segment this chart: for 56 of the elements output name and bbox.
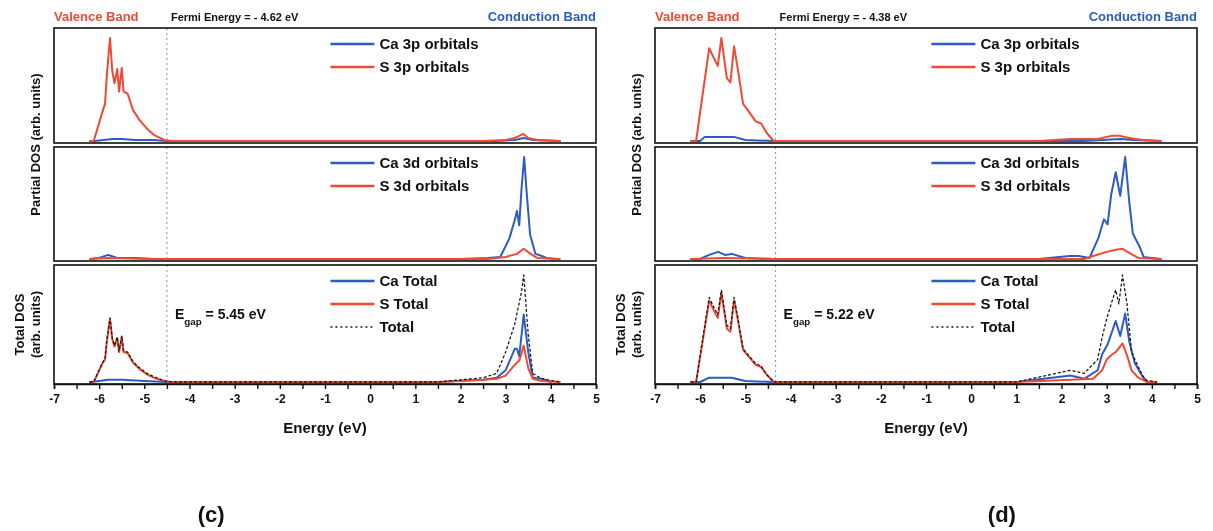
- text: (d): [987, 502, 1016, 527]
- x-tick-label: 0: [367, 391, 375, 406]
- x-tick-label: -2: [275, 391, 286, 406]
- annotation: E$_{gap}$ = 5.22 eV: [783, 305, 876, 327]
- ref-line-label: Fermi Energy = - 4.38 eV: [779, 11, 908, 23]
- x-axis-title: Energy (eV): [884, 419, 968, 436]
- x-tick-label: -4: [184, 391, 196, 406]
- x-tick-label: 3: [502, 391, 510, 406]
- x-tick-label: -5: [139, 391, 151, 406]
- y-axis-title: Partial DOS (arb. units): [629, 73, 644, 216]
- x-tick-label: 4: [1148, 391, 1156, 406]
- annotation: E$_{gap}$ = 5.45 eV: [174, 305, 267, 327]
- legend-label: Total: [379, 318, 415, 335]
- x-tick-label: -5: [740, 391, 752, 406]
- x-tick-label: 0: [968, 391, 976, 406]
- legend-label: S 3p orbitals: [379, 58, 470, 75]
- legend-label: S 3d orbitals: [980, 177, 1071, 194]
- x-tick-label: -3: [830, 391, 842, 406]
- legend-label: Ca 3d orbitals: [379, 154, 479, 171]
- x-tick-label: 2: [457, 391, 465, 406]
- y-axis-title: Total DOS (arb. units): [12, 290, 43, 359]
- text: Valence Band: [655, 9, 740, 24]
- legend-label: Ca Total: [379, 272, 438, 289]
- legend-label: S Total: [980, 295, 1030, 312]
- x-tick-label: -6: [695, 391, 707, 406]
- legend-label: Ca 3p orbitals: [379, 35, 479, 52]
- y-axis-title: Partial DOS (arb. units): [28, 73, 43, 216]
- legend-label: S Total: [379, 295, 429, 312]
- text: Conduction Band: [487, 9, 597, 24]
- x-tick-label: -7: [650, 391, 662, 406]
- y-axis-title: Total DOS (arb. units): [613, 290, 644, 359]
- x-tick-label: 5: [1194, 391, 1202, 406]
- x-tick-label: 3: [1103, 391, 1111, 406]
- x-tick-label: -3: [229, 391, 241, 406]
- x-tick-label: -2: [876, 391, 887, 406]
- x-tick-label: -6: [94, 391, 106, 406]
- ref-line-label: Fermi Energy = - 4.62 eV: [170, 11, 300, 23]
- x-tick-label: 5: [593, 391, 601, 406]
- x-tick-label: -7: [49, 391, 61, 406]
- text: (c): [197, 502, 225, 527]
- legend-label: Ca Total: [980, 272, 1039, 289]
- x-tick-label: 2: [1058, 391, 1066, 406]
- x-tick-label: -1: [921, 391, 933, 406]
- x-axis-title: Energy (eV): [283, 419, 367, 436]
- text: Valence Band: [54, 9, 139, 24]
- text: Conduction Band: [1088, 9, 1198, 24]
- legend-label: Ca 3d orbitals: [980, 154, 1080, 171]
- legend-label: S 3p orbitals: [980, 58, 1071, 75]
- legend-label: S 3d orbitals: [379, 177, 470, 194]
- legend-label: Total: [980, 318, 1016, 335]
- x-tick-label: 1: [412, 391, 420, 406]
- x-tick-label: -1: [320, 391, 332, 406]
- legend-label: Ca 3p orbitals: [980, 35, 1080, 52]
- x-tick-label: 4: [547, 391, 555, 406]
- x-tick-label: -4: [785, 391, 797, 406]
- x-tick-label: 1: [1013, 391, 1021, 406]
